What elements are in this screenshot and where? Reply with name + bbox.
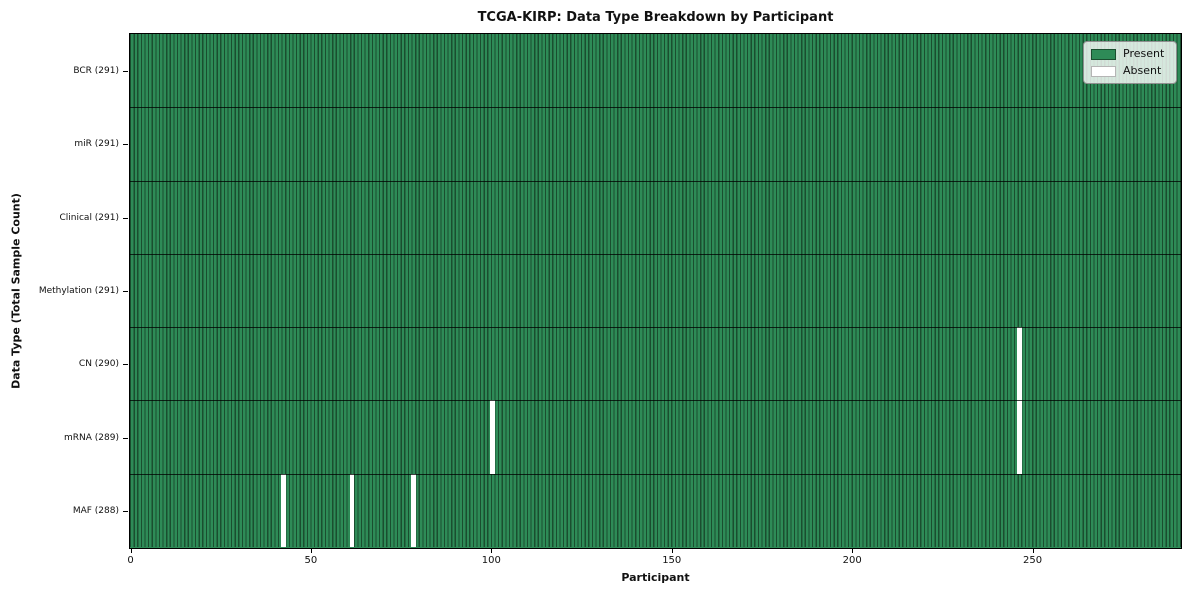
row-divider xyxy=(130,107,1181,109)
legend-item-absent: Absent xyxy=(1091,65,1168,77)
row-divider xyxy=(130,473,1181,475)
x-tick-label: 150 xyxy=(662,555,682,566)
y-tick-mark xyxy=(123,364,128,366)
chart-row-MAF xyxy=(130,473,1181,547)
legend: Present Absent xyxy=(1083,41,1177,84)
x-tick-mark xyxy=(852,549,854,553)
x-tick-label: 50 xyxy=(304,555,318,566)
x-tick-label: 100 xyxy=(481,555,501,566)
chart-row-miR xyxy=(130,107,1181,181)
row-divider xyxy=(130,180,1181,182)
x-tick-mark xyxy=(130,549,132,553)
x-tick-mark xyxy=(1032,549,1034,553)
y-tick-label: Methylation (291) xyxy=(38,286,119,296)
plot-area xyxy=(129,33,1182,549)
absent-swatch-icon xyxy=(1091,65,1116,77)
absent-gap xyxy=(1017,327,1022,401)
x-tick-label: 0 xyxy=(127,555,134,566)
x-tick-mark xyxy=(671,549,673,553)
y-tick-label: miR (291) xyxy=(74,139,119,150)
y-tick-label: mRNA (289) xyxy=(64,432,119,443)
x-tick-label: 200 xyxy=(842,555,862,566)
row-divider xyxy=(130,253,1181,255)
x-axis-label: Participant xyxy=(621,571,690,584)
absent-gap xyxy=(280,473,286,547)
absent-gap xyxy=(1017,400,1022,474)
x-tick-mark xyxy=(310,549,312,553)
absent-gap xyxy=(410,473,416,547)
y-tick-mark xyxy=(123,217,128,219)
x-tick-mark xyxy=(491,549,493,553)
x-tick-label: 250 xyxy=(1023,555,1043,566)
row-divider xyxy=(130,400,1181,402)
y-tick-mark xyxy=(123,144,128,146)
present-swatch-icon xyxy=(1091,48,1116,60)
legend-label-present: Present xyxy=(1123,47,1165,60)
chart-title: TCGA-KIRP: Data Type Breakdown by Partic… xyxy=(477,10,834,25)
y-axis-label: Data Type (Total Sample Count) xyxy=(9,193,23,389)
row-divider xyxy=(130,327,1181,329)
y-tick-label: Clinical (291) xyxy=(59,212,119,223)
y-tick-label: BCR (291) xyxy=(73,66,119,77)
absent-gap xyxy=(349,473,355,547)
y-tick-mark xyxy=(123,291,128,292)
chart-row-Methylation xyxy=(130,253,1181,328)
chart-row-BCR xyxy=(130,34,1181,108)
chart-row-mRNA xyxy=(130,400,1181,474)
y-tick-mark xyxy=(123,510,128,512)
y-tick-label: CN (290) xyxy=(78,359,119,370)
legend-label-absent: Absent xyxy=(1123,64,1162,77)
y-tick-mark xyxy=(123,437,128,439)
y-tick-label: MAF (288) xyxy=(72,505,119,516)
y-tick-mark xyxy=(123,71,128,73)
chart-row-CN xyxy=(130,327,1181,401)
legend-item-present: Present xyxy=(1091,48,1168,60)
absent-gap xyxy=(490,400,496,474)
chart-row-Clinical xyxy=(130,180,1181,254)
